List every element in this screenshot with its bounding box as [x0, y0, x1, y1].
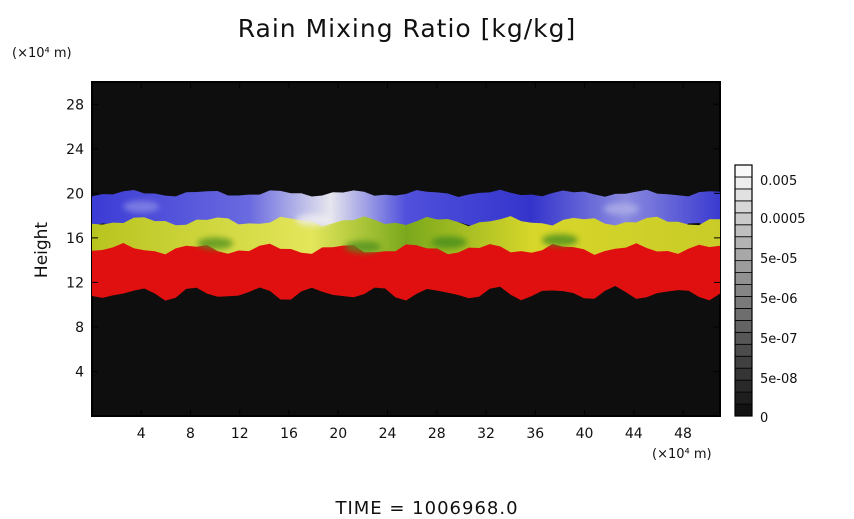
colorbar-segment — [734, 212, 753, 226]
y-tick-label: 24 — [66, 142, 84, 158]
colorbar-segment — [734, 296, 753, 309]
colorbar-segment — [734, 164, 753, 178]
band-red — [92, 243, 720, 301]
colorbar-segment — [734, 319, 753, 333]
colorbar-segment — [734, 355, 753, 369]
time-readout: TIME = 1006968.0 — [335, 498, 519, 519]
field-texture-4 — [295, 214, 332, 227]
x-tick-label: 48 — [674, 426, 692, 442]
y-axis-label: Height — [32, 222, 52, 279]
x-tick-label: 4 — [137, 426, 146, 442]
field-texture-1 — [344, 240, 381, 253]
x-tick-label: 28 — [428, 426, 446, 442]
x-unit-label: (×10⁴ m) — [652, 447, 712, 462]
colorbar-segment — [734, 343, 753, 357]
colorbar-segment — [734, 272, 753, 285]
y-tick-label: 16 — [66, 231, 84, 247]
colorbar-segment — [734, 308, 753, 321]
y-tick-label: 28 — [66, 97, 84, 113]
y-tick-label: 8 — [75, 320, 84, 336]
x-tick-label: 12 — [231, 426, 249, 442]
colorbar-label: 0 — [760, 411, 768, 426]
field-texture-2 — [431, 236, 468, 249]
colorbar-segment — [734, 176, 753, 190]
y-tick-label: 20 — [66, 186, 84, 202]
chart-title: Rain Mixing Ratio [kg/kg] — [237, 14, 577, 43]
y-tick-label: 4 — [75, 364, 84, 380]
colorbar-segment — [734, 391, 753, 405]
rain-field — [92, 189, 720, 301]
colorbar-label: 0.0005 — [760, 212, 806, 227]
x-tick-label: 24 — [379, 426, 397, 442]
colorbar-segment — [734, 200, 753, 214]
colorbar-segment — [734, 379, 753, 393]
x-tick-label: 40 — [576, 426, 594, 442]
x-tick-label: 44 — [625, 426, 643, 442]
x-tick-label: 32 — [477, 426, 495, 442]
colorbar-segment — [734, 236, 753, 250]
colorbar-segment — [734, 260, 753, 273]
colorbar-segment — [734, 331, 753, 345]
colorbar-segment — [734, 248, 753, 262]
colorbar-label: 5e-06 — [760, 292, 798, 307]
field-texture-6 — [603, 202, 640, 215]
field-texture-3 — [541, 234, 578, 247]
colorbar-label: 5e-08 — [760, 372, 798, 387]
y-tick-label: 12 — [66, 275, 84, 291]
y-unit-label: (×10⁴ m) — [12, 46, 72, 61]
colorbar-segment — [734, 224, 753, 238]
colorbar-label: 0.005 — [760, 174, 797, 189]
x-tick-label: 36 — [526, 426, 544, 442]
x-tick-label: 16 — [280, 426, 298, 442]
field-texture-5 — [123, 200, 160, 213]
colorbar-segment — [734, 403, 753, 417]
colorbar-segment — [734, 188, 753, 202]
field-texture-0 — [197, 237, 234, 250]
colorbar-segment — [734, 367, 753, 381]
colorbar: 0.005 0.0005 5e-05 5e-06 5e-07 5e-08 0 — [734, 164, 806, 426]
colorbar-label: 5e-07 — [760, 332, 798, 347]
colorbar-label: 5e-05 — [760, 252, 798, 267]
y-axis: 4 8 12 16 20 24 28 — [66, 97, 720, 380]
colorbar-segment — [734, 284, 753, 297]
x-tick-label: 8 — [186, 426, 195, 442]
x-tick-label: 20 — [329, 426, 347, 442]
x-axis: 4 8 12 16 20 24 28 32 36 40 44 48 — [137, 82, 692, 442]
colorbar-frame — [734, 164, 753, 417]
